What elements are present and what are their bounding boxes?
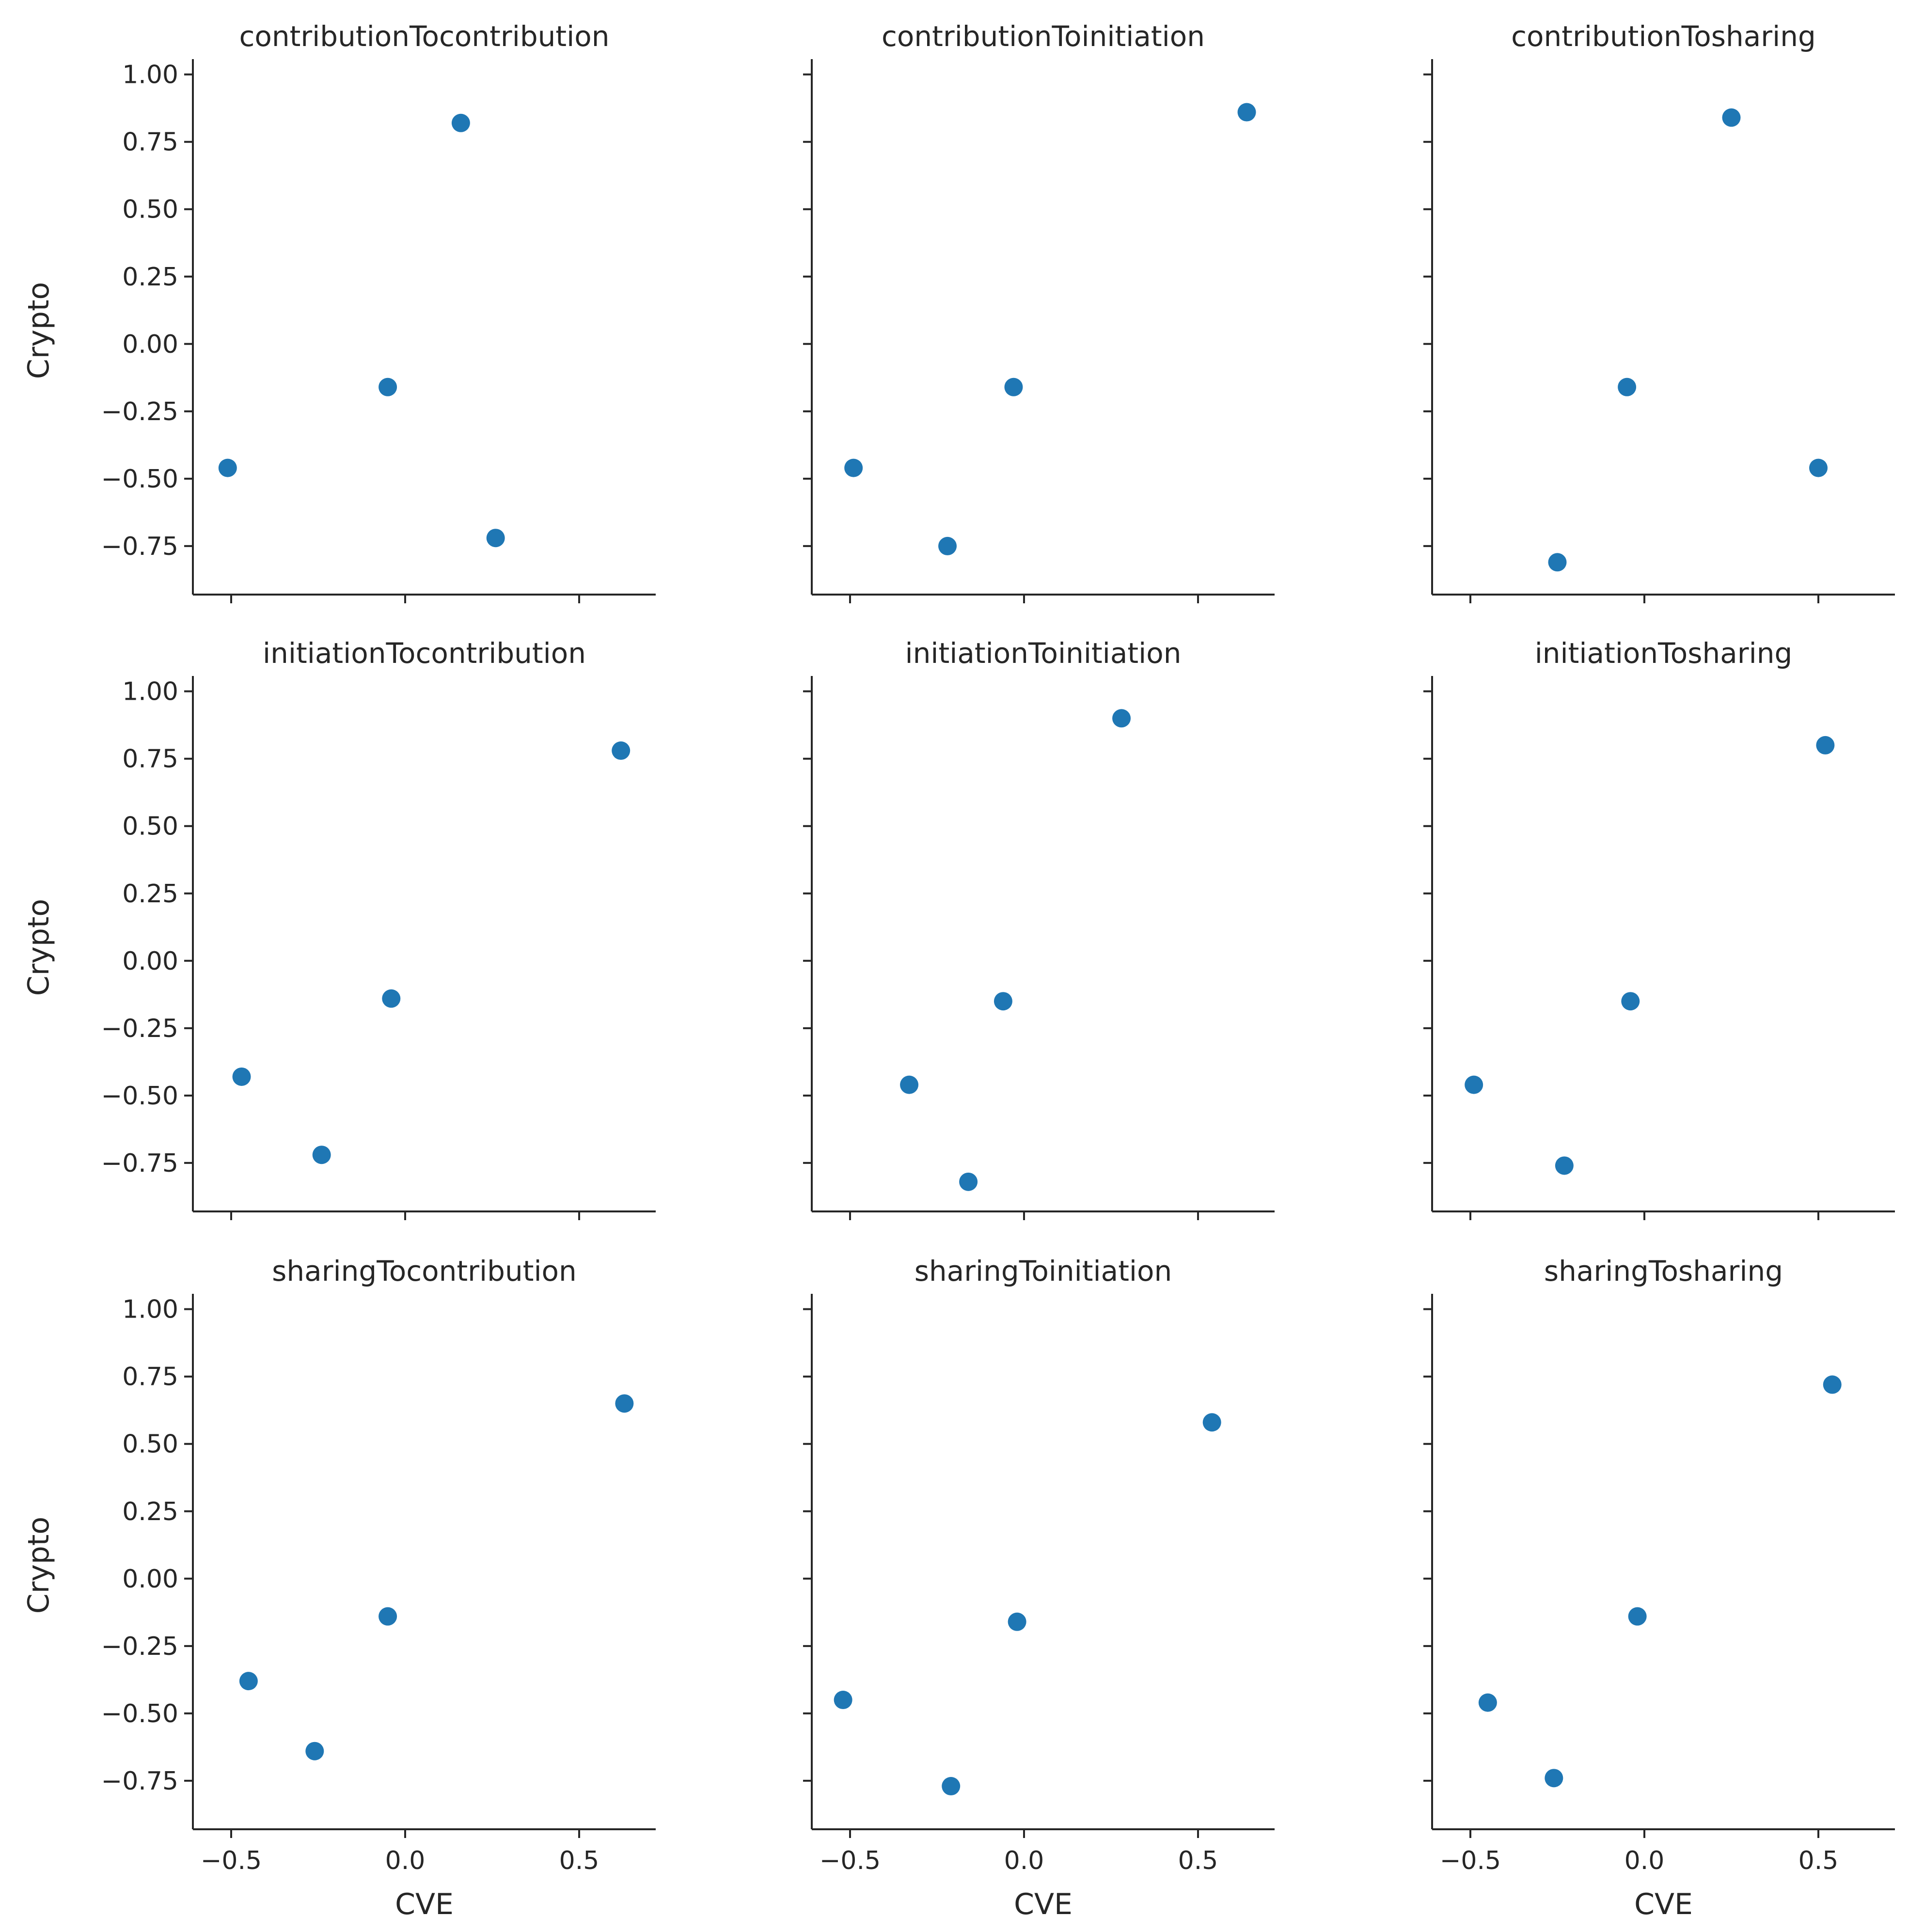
facet-title: sharingTocontribution — [272, 1255, 577, 1288]
x-tick-label: 0.0 — [385, 1846, 426, 1875]
y-tick-label: 1.00 — [122, 61, 178, 90]
scatter-point — [1823, 1375, 1842, 1394]
scatter-point — [959, 1172, 978, 1191]
y-tick-label: −0.75 — [101, 1767, 178, 1796]
scatter-point — [1202, 1413, 1221, 1432]
y-tick-label: −0.50 — [101, 1699, 178, 1728]
scatter-point — [486, 529, 505, 548]
x-tick-label: −0.5 — [201, 1846, 262, 1875]
y-tick-label: −0.25 — [101, 1014, 178, 1043]
facet-title: contributionToinitiation — [882, 20, 1205, 53]
x-tick-label: 0.5 — [1178, 1846, 1218, 1875]
x-tick-label: 0.5 — [1798, 1846, 1839, 1875]
y-axis-title: Crypto — [22, 1517, 56, 1614]
x-tick-label: 0.0 — [1624, 1846, 1665, 1875]
x-axis-title: CVE — [1014, 1887, 1072, 1921]
y-tick-label: 0.75 — [122, 1363, 178, 1392]
scatter-point — [615, 1394, 634, 1413]
y-axis-title: Crypto — [22, 899, 56, 996]
scatter-point — [1816, 736, 1835, 754]
y-tick-label: 0.50 — [122, 195, 178, 224]
x-axis-title: CVE — [1634, 1887, 1693, 1921]
x-tick-label: 0.0 — [1004, 1846, 1044, 1875]
facet-title: sharingTosharing — [1544, 1255, 1783, 1288]
y-tick-label: 0.50 — [122, 812, 178, 841]
scatter-point — [1809, 458, 1828, 477]
scatter-point — [218, 458, 237, 477]
scatter-point — [900, 1075, 919, 1094]
scatter-point — [378, 377, 397, 396]
facet-panel-initiationTosharing: initiationTosharing — [1423, 637, 1895, 1220]
y-tick-label: −0.75 — [101, 532, 178, 561]
y-tick-label: 1.00 — [122, 677, 178, 707]
facet-title: sharingToinitiation — [915, 1255, 1172, 1288]
scatter-point — [1621, 992, 1640, 1011]
scatter-point — [612, 741, 631, 760]
scatter-point — [834, 1691, 852, 1710]
y-tick-label: −0.25 — [101, 397, 178, 426]
scatter-point — [1478, 1693, 1497, 1712]
scatter-point — [1618, 377, 1637, 396]
x-tick-label: −0.5 — [820, 1846, 881, 1875]
scatter-point — [1548, 553, 1567, 572]
y-tick-label: 1.00 — [122, 1295, 178, 1324]
scatter-point — [1008, 1612, 1026, 1631]
facet-panel-sharingTosharing: sharingTosharing −0.5 0.0 0.5 CVE — [1423, 1255, 1895, 1921]
scatter-point — [1112, 709, 1131, 728]
scatter-point — [232, 1067, 251, 1086]
y-tick-label: −0.75 — [101, 1149, 178, 1178]
scatter-point — [305, 1742, 324, 1760]
facet-panel-initiationToinitiation: initiationToinitiation — [803, 637, 1275, 1220]
scatter-point — [1628, 1607, 1647, 1626]
y-tick-label: 0.25 — [122, 263, 178, 292]
scatter-point — [382, 989, 401, 1008]
y-tick-label: 0.50 — [122, 1430, 178, 1459]
y-tick-label: 0.25 — [122, 880, 178, 909]
facet-panel-initiationTocontribution: initiationTocontribution 1.00 0.75 0.50 0.25… — [22, 637, 656, 1220]
scatter-point — [378, 1607, 397, 1626]
scatter-point — [312, 1146, 331, 1164]
y-tick-label: 0.00 — [122, 330, 178, 359]
y-tick-label: 0.00 — [122, 1565, 178, 1594]
scatter-point — [1237, 103, 1256, 122]
facet-panel-sharingToinitiation: sharingToinitiation −0.5 0.0 0.5 CVE — [803, 1255, 1275, 1921]
scatter-point — [1465, 1075, 1483, 1094]
y-tick-label: 0.75 — [122, 128, 178, 157]
y-tick-label: −0.25 — [101, 1632, 178, 1661]
scatter-point — [1555, 1156, 1574, 1175]
scatter-point — [938, 536, 957, 555]
facet-panel-contributionTocontribution: contributionTocontribution 1.00 0.75 0.50 0.… — [22, 20, 656, 603]
y-axis-title: Crypto — [22, 282, 56, 379]
scatter-point — [1722, 108, 1741, 127]
scatter-point — [942, 1777, 961, 1796]
facet-title: contributionTocontribution — [239, 20, 609, 53]
y-tick-label: 0.25 — [122, 1497, 178, 1526]
x-axis-title: CVE — [395, 1887, 454, 1921]
y-tick-label: 0.75 — [122, 745, 178, 774]
scatter-point — [994, 992, 1012, 1011]
x-tick-label: 0.5 — [559, 1846, 599, 1875]
facet-panel-sharingTocontribution: sharingTocontribution 1.00 0.75 0.50 0.25 0.0… — [22, 1255, 656, 1921]
facet-title: initiationTocontribution — [263, 637, 586, 670]
scatter-point — [1004, 377, 1023, 396]
x-tick-label: −0.5 — [1440, 1846, 1501, 1875]
facet-panel-contributionToinitiation: contributionToinitiation — [803, 20, 1275, 603]
y-tick-label: 0.00 — [122, 947, 178, 976]
scatter-point — [1545, 1769, 1563, 1788]
facet-title: initiationToinitiation — [905, 637, 1181, 670]
facet-panel-contributionTosharing: contributionTosharing — [1423, 20, 1895, 603]
y-tick-label: −0.50 — [101, 1082, 178, 1111]
y-tick-label: −0.50 — [101, 465, 178, 494]
scatter-point — [451, 113, 470, 132]
facet-title: initiationTosharing — [1535, 637, 1793, 670]
scatter-point — [239, 1672, 258, 1691]
facet-title: contributionTosharing — [1511, 20, 1816, 53]
scatter-point — [844, 458, 863, 477]
